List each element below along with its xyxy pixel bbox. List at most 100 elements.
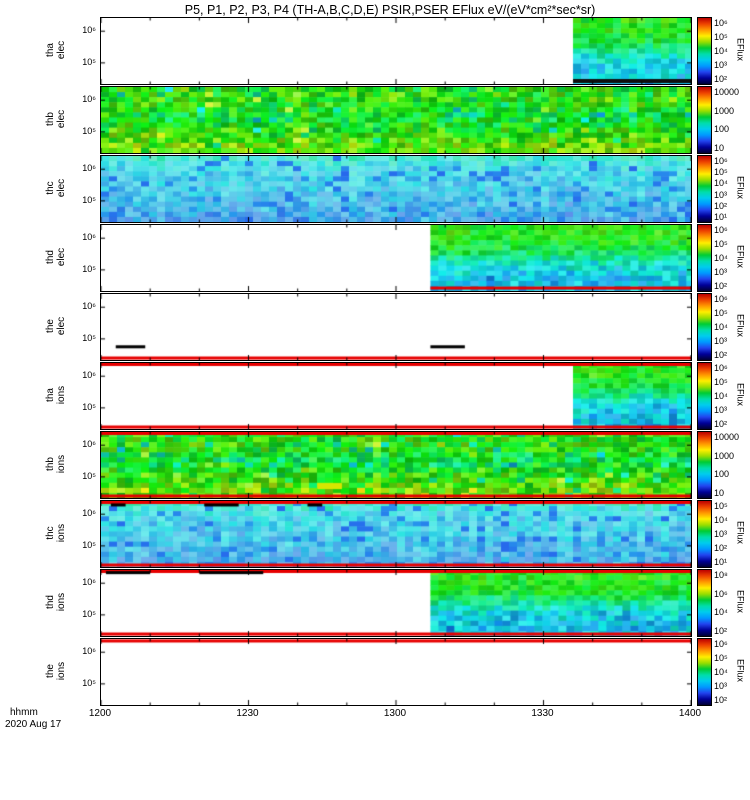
y-axis-label-line: thc [44,526,56,540]
y-axis-label-line: thd [44,595,56,609]
colorbar-tick-label: 1000 [714,105,735,116]
energy-tick-label: 10⁶ [82,577,96,588]
y-axis-label-text: thd ions [45,593,67,611]
panel-thd-elec: thd elec 10⁶ 10⁵ 10⁶ 10⁵ 10⁴ 10³ 10² EFlux [0,224,750,292]
colorbar-tick-label: 10 [714,488,725,498]
spectrogram-thc-elec [100,155,692,223]
colorbar-tick-label: 10² [714,74,728,84]
colorbar-tick-label: 10³ [714,681,728,691]
y-axis-label-line: ions [55,592,67,612]
x-axis-tick-label: 1200 [88,708,112,719]
y-axis-label-text: tha ions [45,386,67,404]
colorbar-tick-label: 10⁴ [714,46,728,56]
colorbar-tick-label: 10⁶ [714,294,728,304]
colorbar [697,431,712,499]
colorbar-tick-label: 10³ [714,529,728,539]
y-axis-label-text: the ions [45,662,67,680]
panel-the-elec: the elec 10⁶ 10⁵ 10⁶ 10⁵ 10⁴ 10³ 10² EFlux [0,293,750,361]
panel-tha-ions: tha ions 10⁶ 10⁵ 10⁶ 10⁵ 10⁴ 10³ 10² EFlux [0,362,750,430]
y-axis-label-text: thd elec [45,248,67,266]
energy-tick-label: 10⁶ [82,439,96,450]
colorbar-tick-label: 10⁵ [714,308,728,318]
colorbar-tick-label: 10³ [714,189,728,200]
colorbar-axis-label: EFlux [735,176,746,200]
panel-tha-elec: tha elec 10⁶ 10⁵ 10⁶ 10⁵ 10⁴ 10³ 10² EFlux [0,17,750,85]
colorbar-axis-label: EFlux [735,245,746,269]
spectrogram-thd-ions [100,569,692,637]
colorbar-axis-label: EFlux [735,659,746,683]
x-axis-tick-label: 1400 [678,708,702,719]
x-axis-tick-label: 1230 [236,708,259,719]
panel-thc-elec: thc elec 10⁶ 10⁵ 10⁶ 10⁵ 10⁴ 10³ 10² 10¹ EFlux [0,155,750,223]
colorbar-tick-label: 10⁵ [714,32,728,42]
energy-tick-label: 10⁵ [82,125,96,136]
colorbar-tick-label: 10 [714,143,725,153]
x-axis-tick-label: 1330 [531,708,554,719]
colorbar-tick-label: 10000 [714,432,740,442]
spectrogram-thc-ions [100,500,692,568]
y-axis-label-line: ions [55,661,67,681]
y-axis-label-text: thb elec [45,110,67,128]
energy-tick-label: 10⁵ [82,608,96,619]
colorbar-tick-label: 10⁶ [714,363,728,373]
energy-tick-label: 10⁵ [82,332,96,343]
energy-tick-label: 10⁶ [82,163,96,174]
colorbar [697,86,712,154]
colorbar-tick-label: 10¹ [714,557,728,567]
colorbar [697,500,712,568]
colorbar-axis-label: EFlux [735,314,746,338]
colorbar-tick-label: 10⁸ [714,570,728,580]
energy-tick-label: 10⁵ [82,677,96,688]
y-axis-label-line: elec [55,178,67,198]
spectrogram-the-ions [100,638,692,706]
y-axis-label-line: tha [44,388,56,402]
colorbar-tick-label: 10² [714,281,728,291]
figure-title: P5, P1, P2, P3, P4 (TH-A,B,C,D,E) PSIR,P… [184,3,596,17]
colorbar-tick-label: 10⁴ [714,667,728,677]
spectrogram-tha-elec [100,17,692,85]
y-axis-label-line: thb [44,112,56,126]
y-axis-label-line: thb [44,457,56,471]
colorbar-tick-label: 10⁶ [714,639,728,649]
energy-tick-label: 10⁵ [82,194,96,205]
spectrogram-thb-elec [100,86,692,154]
colorbar-tick-label: 10⁵ [714,239,728,249]
colorbar-tick-label: 10² [714,419,728,429]
energy-tick-label: 10⁵ [82,401,96,412]
panel-thd-ions: thd ions 10⁶ 10⁵ 10⁸ 10⁶ 10⁴ 10² EFlux [0,569,750,637]
colorbar-tick-label: 10⁶ [714,156,728,166]
y-axis-label-line: thc [44,181,56,195]
x-axis-unit-label: hhmm [10,707,38,718]
colorbar-tick-label: 10¹ [714,212,728,222]
colorbar-tick-label: 10³ [714,336,728,346]
colorbar-tick-label: 100 [714,124,730,135]
colorbar [697,362,712,430]
y-axis-label-line: ions [55,454,67,474]
x-axis-date-label: 2020 Aug 17 [5,719,62,730]
colorbar-tick-label: 10⁶ [714,18,728,28]
energy-tick-label: 10⁶ [82,646,96,657]
colorbar-tick-label: 1000 [714,450,735,461]
colorbar-tick-label: 10² [714,543,728,553]
colorbar-tick-label: 10⁵ [714,377,728,387]
colorbar-tick-label: 10³ [714,60,728,70]
colorbar-tick-label: 10² [714,200,728,211]
colorbar-tick-label: 10² [714,695,728,705]
colorbar-tick-label: 10⁴ [714,607,728,618]
energy-tick-label: 10⁶ [82,508,96,519]
y-axis-label-text: thb ions [45,455,67,473]
colorbar-tick-label: 10⁴ [714,322,728,332]
colorbar-axis-label: EFlux [735,383,746,407]
colorbar-tick-label: 10² [714,350,728,360]
panel-thc-ions: thc ions 10⁶ 10⁵ 10⁵ 10⁴ 10³ 10² 10¹ EFlux [0,500,750,568]
y-axis-label-line: elec [55,109,67,129]
spectrogram-thd-elec [100,224,692,292]
colorbar-axis-label: EFlux [735,590,746,614]
colorbar-axis-label: EFlux [735,521,746,545]
colorbar-tick-label: 10⁵ [714,501,728,511]
y-axis-label-line: the [44,664,56,678]
y-axis-label-text: thc ions [45,524,67,542]
panel-the-ions: the ions 10⁶ 10⁵ 10⁶ 10⁵ 10⁴ 10³ 10² EFlux [0,638,750,706]
y-axis-label-line: tha [44,43,56,57]
colorbar [697,224,712,292]
